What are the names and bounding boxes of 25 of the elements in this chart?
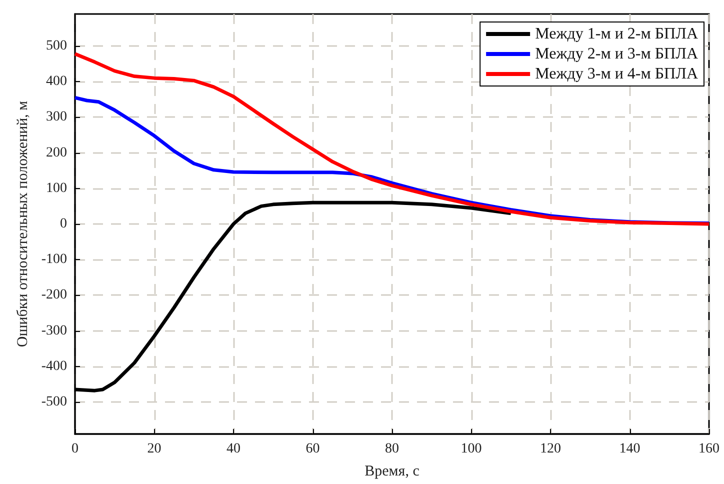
x-tick-label: 100 <box>460 442 482 456</box>
x-tick-label: 60 <box>306 442 320 456</box>
y-tick-label: -500 <box>41 394 67 410</box>
legend-label: Между 3-м и 4-м БПЛА <box>535 66 698 82</box>
x-tick-label: 0 <box>72 442 78 456</box>
y-axis-title: Ошибки относительных положений, м <box>14 100 31 348</box>
x-tick-label: 120 <box>540 442 561 456</box>
legend-label: Между 2-м и 3-м БПЛА <box>535 46 698 62</box>
y-tick-label: 300 <box>46 110 67 125</box>
x-tick-label: 40 <box>226 442 240 456</box>
x-tick-label: 160 <box>698 442 720 456</box>
y-tick-label: 200 <box>46 145 67 160</box>
y-tick-label: 100 <box>46 180 67 196</box>
legend-label: Между 1-м и 2-м БПЛА <box>535 26 698 42</box>
x-tick-label: 140 <box>619 442 640 456</box>
x-axis-title: Время, с <box>364 464 420 480</box>
y-tick-label: -300 <box>41 323 67 338</box>
x-tick-label: 20 <box>147 442 162 456</box>
y-tick-label: -400 <box>41 358 67 374</box>
x-tick-label: 80 <box>385 442 399 456</box>
y-tick-label: -100 <box>41 252 67 268</box>
y-tick-label: 0 <box>60 216 67 232</box>
y-tick-label: -200 <box>41 288 67 303</box>
y-tick-label: 400 <box>46 74 67 90</box>
y-tick-label: 500 <box>46 38 67 54</box>
